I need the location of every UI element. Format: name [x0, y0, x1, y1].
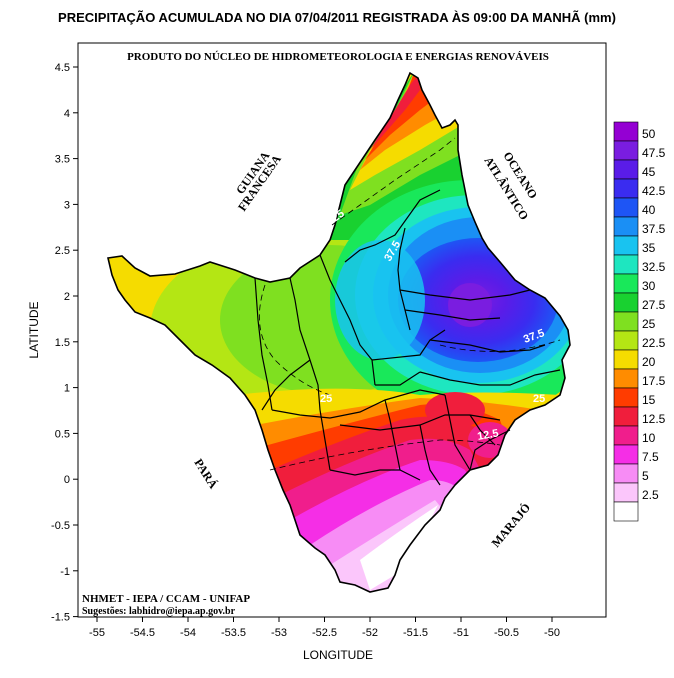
- legend-label: 42.5: [642, 184, 666, 198]
- legend-swatch: [613, 216, 639, 237]
- legend-swatch: [613, 197, 639, 218]
- legend-swatch: [613, 330, 639, 351]
- color-legend: 50 47.5 45 42.5 40 37.5 35 32.5 30 27.5 25 22.5 20 17…: [613, 121, 666, 522]
- y-tick-label: 3: [64, 199, 70, 211]
- legend-label: 20: [642, 355, 656, 369]
- legend-swatch: [613, 444, 639, 465]
- y-tick-label: 1.5: [55, 337, 70, 349]
- legend-swatch: [613, 121, 639, 142]
- credits-line1: NHMET - IEPA / CCAM - UNIFAP: [82, 593, 250, 605]
- legend-swatch: [613, 349, 639, 370]
- legend-swatch: [613, 254, 639, 275]
- credits-line2: Sugestões: labhidro@iepa.ap.gov.br: [82, 606, 236, 617]
- legend-swatch: [613, 159, 639, 180]
- legend-label: 7.5: [642, 450, 659, 464]
- legend-label: 22.5: [642, 336, 666, 350]
- contour-label: 12.5: [476, 427, 499, 443]
- y-tick-label: -1: [60, 566, 70, 578]
- legend-swatch: [613, 311, 639, 332]
- legend-swatch: [613, 140, 639, 161]
- legend-label: 32.5: [642, 260, 666, 274]
- y-tick-label: 2.5: [55, 245, 70, 257]
- y-tick-label: 4.5: [55, 62, 70, 74]
- x-tick-label: -52: [362, 627, 378, 639]
- chart-title: PRECIPITAÇÃO ACUMULADA NO DIA 07/04/2011…: [58, 10, 616, 25]
- x-axis-title: LONGITUDE: [303, 648, 373, 662]
- x-tick-label: -52.5: [312, 627, 337, 639]
- legend-swatch: [613, 482, 639, 503]
- legend-label: 25: [642, 317, 656, 331]
- legend-swatch: [613, 425, 639, 446]
- y-tick-label: 0: [64, 474, 70, 486]
- legend-swatch: [613, 292, 639, 313]
- y-tick-label: -1.5: [51, 612, 70, 624]
- x-tick-label: -53.5: [221, 627, 246, 639]
- y-tick-label: 2: [64, 291, 70, 303]
- legend-label: 40: [642, 203, 656, 217]
- legend-label: 12.5: [642, 412, 666, 426]
- legend-label: 30: [642, 279, 656, 293]
- y-axis-title: LATITUDE: [27, 301, 41, 358]
- x-tick-label: -51: [453, 627, 469, 639]
- legend-label: 2.5: [642, 488, 659, 502]
- legend-swatch: [613, 178, 639, 199]
- municipal-boundaries: [107, 71, 571, 593]
- legend-label: 17.5: [642, 374, 666, 388]
- contour-lines: [259, 137, 561, 471]
- y-tick-label: 3.5: [55, 154, 70, 166]
- x-tick-label: -51.5: [403, 627, 428, 639]
- legend-swatch: [613, 273, 639, 294]
- x-tick-label: -50: [544, 627, 560, 639]
- subtitle: PRODUTO DO NÚCLEO DE HIDROMETEOROLOGIA E…: [127, 51, 549, 63]
- y-tick-label: -0.5: [51, 520, 70, 532]
- y-tick-label: 1: [64, 383, 70, 395]
- legend-label: 37.5: [642, 222, 666, 236]
- x-tick-label: -55: [89, 627, 105, 639]
- contour-label: 25: [330, 208, 347, 225]
- y-tick-label: 0.5: [55, 428, 70, 440]
- x-tick-label: -50.5: [494, 627, 519, 639]
- legend-label: 35: [642, 241, 656, 255]
- x-axis: -55 -54.5 -54 -53.5 -53 -52.5 -52 -51.5 -51 -50.5…: [89, 617, 560, 639]
- y-axis: 4.5 4 3.5 3 2.5 2 1.5 1 0.5 0 -0.5 -1 -1.5: [51, 62, 78, 624]
- legend-swatch: [613, 368, 639, 389]
- legend-swatch: [613, 501, 639, 522]
- legend-label: 45: [642, 165, 656, 179]
- legend-swatch: [613, 387, 639, 408]
- legend-label: 27.5: [642, 298, 666, 312]
- x-tick-label: -54: [180, 627, 196, 639]
- x-tick-label: -54.5: [130, 627, 155, 639]
- legend-swatch: [613, 235, 639, 256]
- contour-label: 25: [320, 393, 332, 405]
- legend-swatch: [613, 463, 639, 484]
- legend-label: 15: [642, 393, 656, 407]
- legend-label: 47.5: [642, 146, 666, 160]
- x-tick-label: -53: [271, 627, 287, 639]
- y-tick-label: 4: [64, 108, 70, 120]
- contour-label: 25: [533, 393, 545, 405]
- legend-label: 10: [642, 431, 656, 445]
- legend-label: 5: [642, 469, 649, 483]
- legend-swatch: [613, 406, 639, 427]
- legend-label: 50: [642, 127, 656, 141]
